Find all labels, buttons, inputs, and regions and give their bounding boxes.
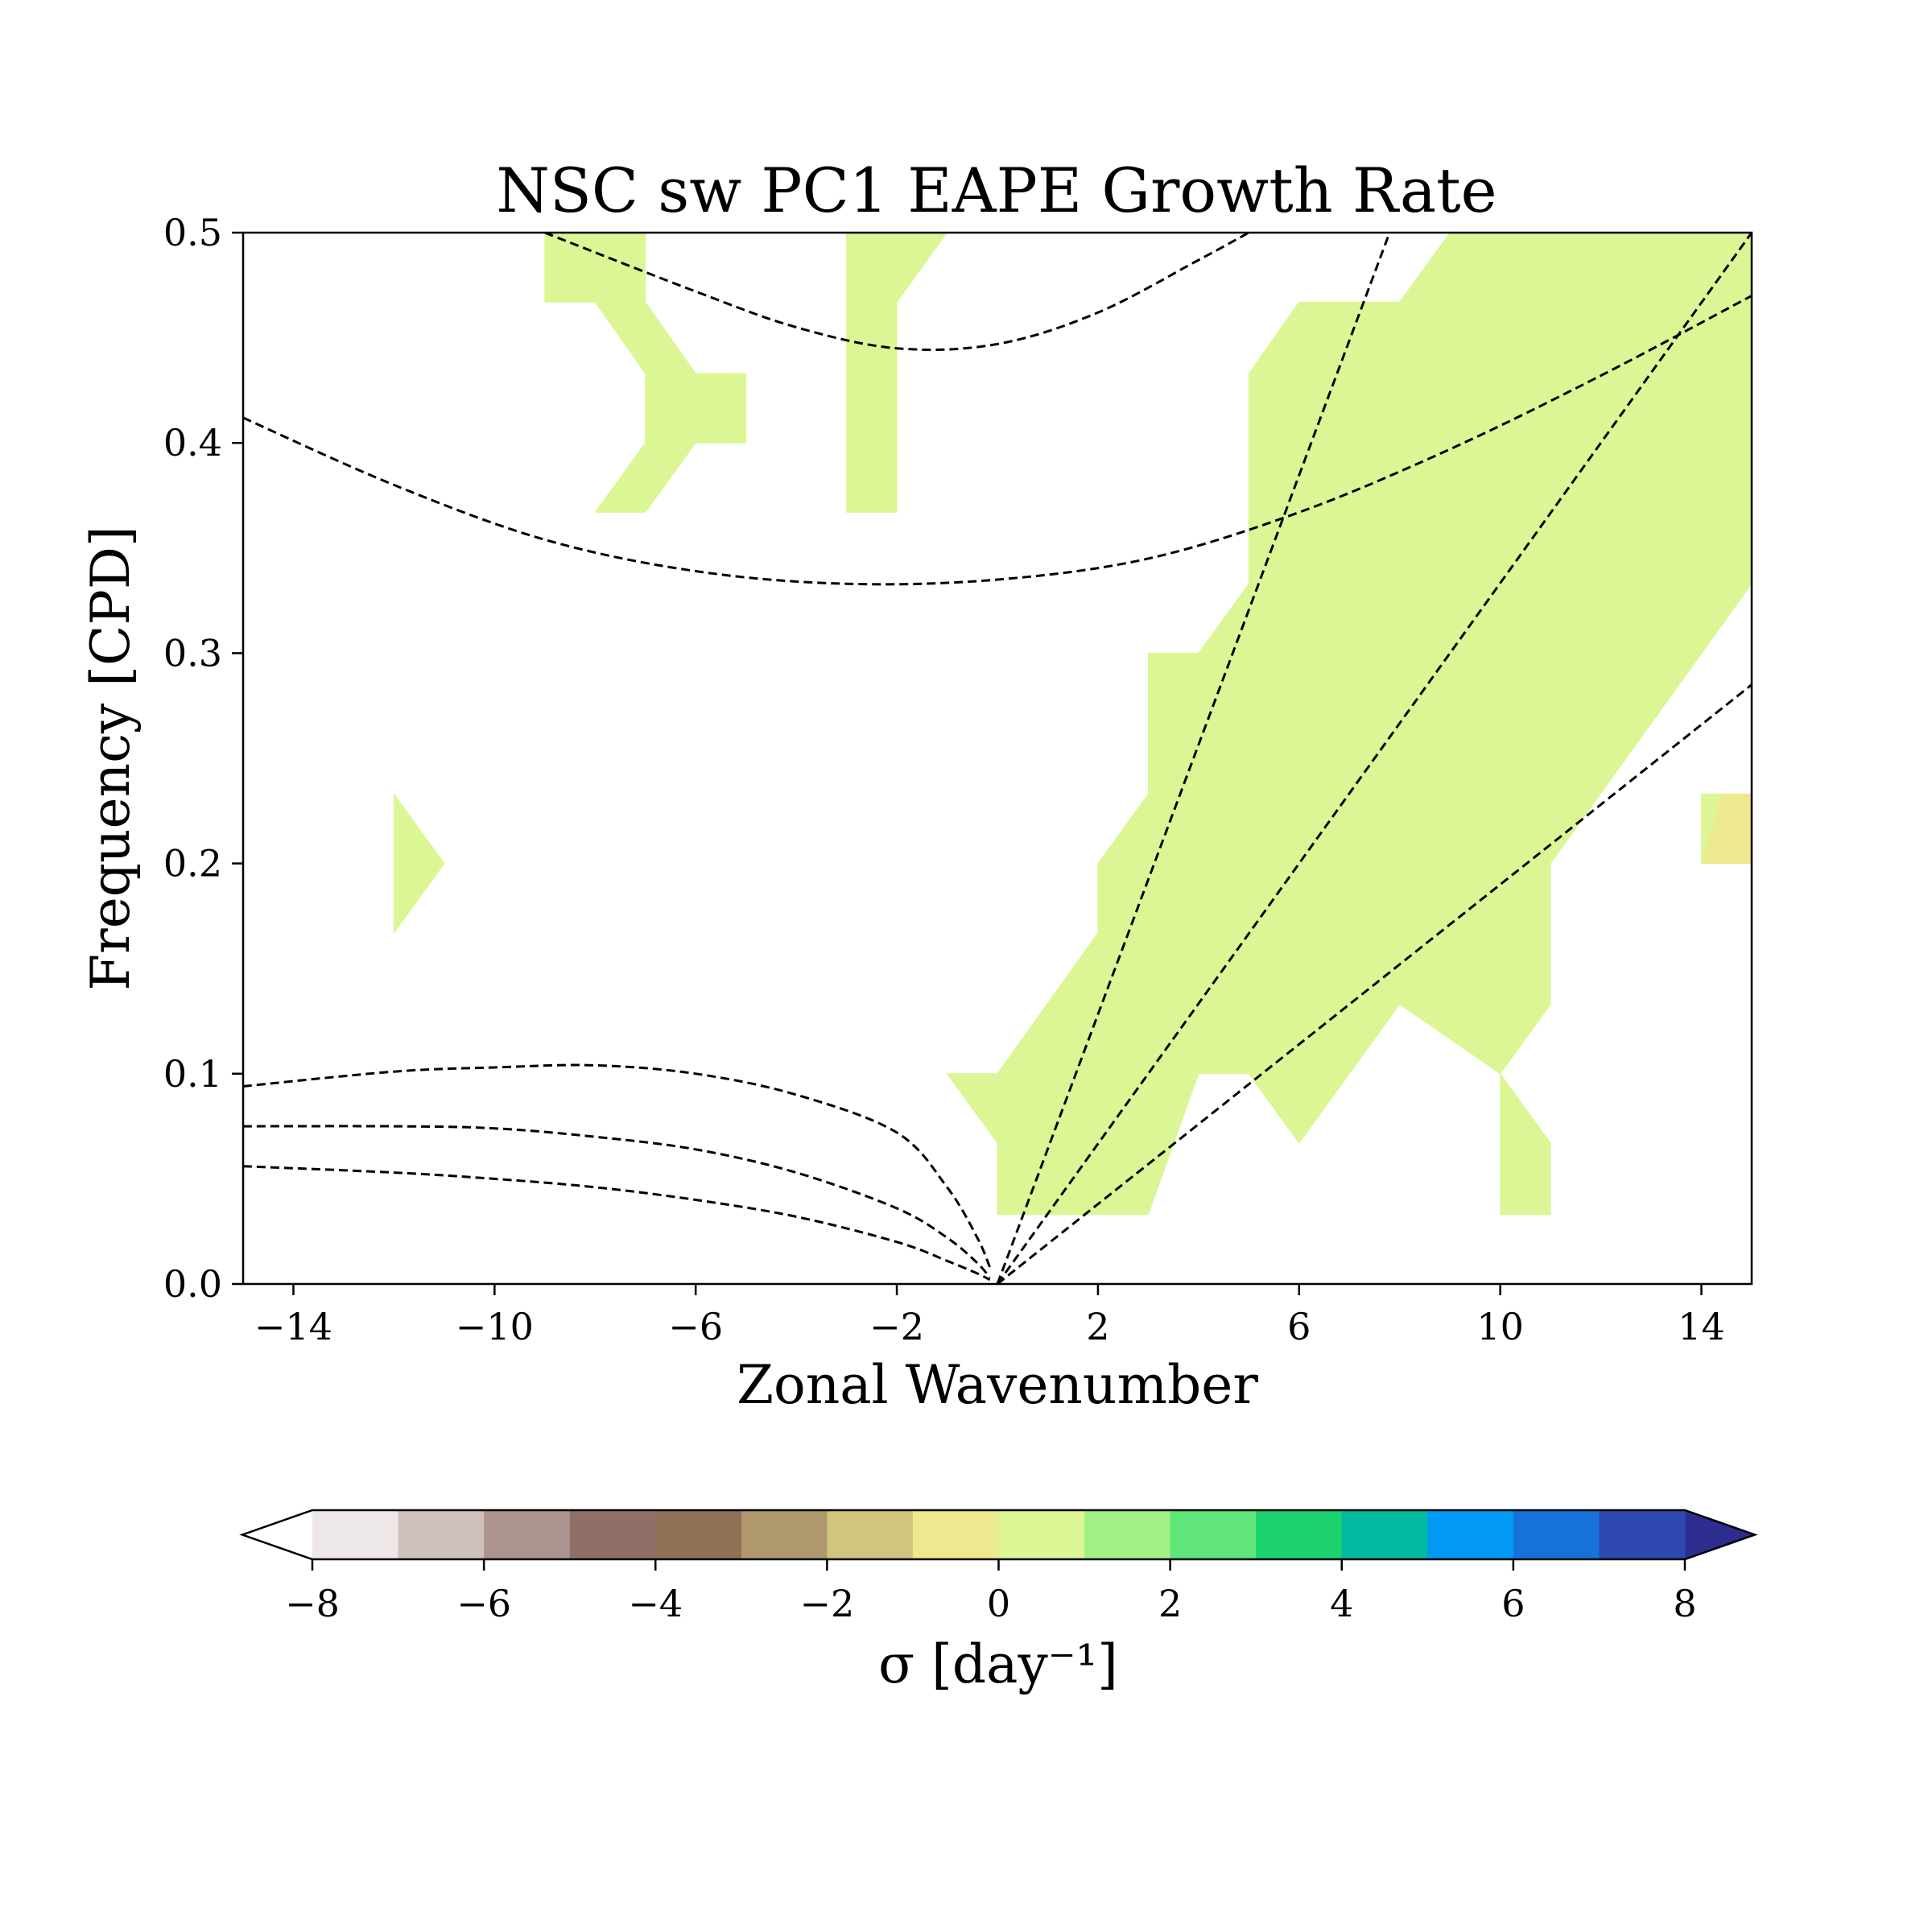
colorbar-under-arrow xyxy=(242,1510,312,1559)
filled-region-3 xyxy=(946,233,1752,1216)
colorbar-segment xyxy=(569,1510,656,1559)
colorbar-segment xyxy=(912,1510,1000,1559)
colorbar-tick-label: 2 xyxy=(1158,1582,1182,1625)
colorbar-segment xyxy=(741,1510,828,1559)
y-tick-label: 0.5 xyxy=(163,211,222,254)
colorbar-tick-label: −8 xyxy=(285,1582,340,1625)
y-axis-label: Frequency [CPD] xyxy=(80,526,142,990)
colorbar-segment xyxy=(1513,1510,1600,1559)
y-tick-label: 0.4 xyxy=(163,421,222,464)
dispersion-curve-3 xyxy=(243,1125,991,1279)
dispersion-curves xyxy=(243,233,1752,1284)
x-tick-label: 10 xyxy=(1476,1305,1524,1348)
colorbar-ticks: −8 −6 −4 −2 0 2 4 6 8 xyxy=(285,1559,1697,1625)
colorbar-segment xyxy=(1170,1510,1257,1559)
filled-region-0 xyxy=(544,233,747,513)
colorbar-tick-label: 8 xyxy=(1673,1582,1696,1625)
x-tick-label: 2 xyxy=(1086,1305,1109,1348)
dispersion-curve-7 xyxy=(997,683,1752,1284)
dispersion-curve-6 xyxy=(996,233,1752,1284)
plot-frame xyxy=(242,231,1753,1286)
filled-region-5 xyxy=(1701,793,1723,864)
y-tick-label: 0.3 xyxy=(163,631,222,675)
filled-regions xyxy=(393,233,1752,1216)
dispersion-curve-1 xyxy=(243,295,1752,586)
colorbar-tick-label: 6 xyxy=(1501,1582,1525,1625)
colorbar-segment xyxy=(1341,1510,1428,1559)
colorbar-segment xyxy=(998,1510,1085,1559)
x-axis-label: Zonal Wavenumber xyxy=(737,1354,1258,1416)
colorbar-segment xyxy=(655,1510,742,1559)
chart-title: NSC sw PC1 EAPE Growth Rate xyxy=(496,155,1496,226)
colorbar xyxy=(239,1509,1758,1561)
colorbar-tick-label: 4 xyxy=(1330,1582,1353,1625)
colorbar-segment xyxy=(827,1510,914,1559)
dispersion-curve-5 xyxy=(996,233,1391,1284)
y-tick-label: 0.2 xyxy=(163,842,222,886)
x-tick-label: 14 xyxy=(1678,1305,1725,1348)
x-tick-label: −6 xyxy=(668,1305,723,1348)
colorbar-segment xyxy=(1256,1510,1343,1559)
colorbar-segment xyxy=(1427,1510,1514,1559)
y-tick-label: 0.1 xyxy=(163,1052,222,1096)
colorbar-tick-label: −2 xyxy=(799,1582,854,1625)
colorbar-segment xyxy=(398,1510,485,1559)
filled-region-1 xyxy=(846,233,948,513)
y-tick-label: 0.0 xyxy=(163,1262,222,1306)
colorbar-segment xyxy=(484,1510,571,1559)
dispersion-curve-2 xyxy=(243,1063,991,1268)
x-tick-label: −10 xyxy=(456,1305,534,1348)
x-tick-label: 6 xyxy=(1287,1305,1311,1348)
colorbar-tick-label: −6 xyxy=(456,1582,511,1625)
colorbar-label: σ [day⁻¹] xyxy=(878,1633,1118,1695)
colorbar-tick-label: −4 xyxy=(628,1582,683,1625)
y-axis-ticks: 0.0 0.1 0.2 0.3 0.4 0.5 xyxy=(163,211,243,1306)
colorbar-over-arrow xyxy=(1685,1510,1755,1559)
colorbar-tick-label: 0 xyxy=(987,1582,1010,1625)
colorbar-segment xyxy=(1599,1510,1686,1559)
x-tick-label: −14 xyxy=(254,1305,332,1348)
dispersion-curve-4 xyxy=(243,1165,991,1282)
x-axis-ticks: −14 −10 −6 −2 2 6 10 14 xyxy=(254,1284,1725,1348)
x-tick-label: −2 xyxy=(869,1305,924,1348)
filled-region-2 xyxy=(393,792,445,935)
colorbar-segment xyxy=(1084,1510,1171,1559)
colorbar-segment xyxy=(312,1510,399,1559)
plot-area xyxy=(243,233,1752,1284)
